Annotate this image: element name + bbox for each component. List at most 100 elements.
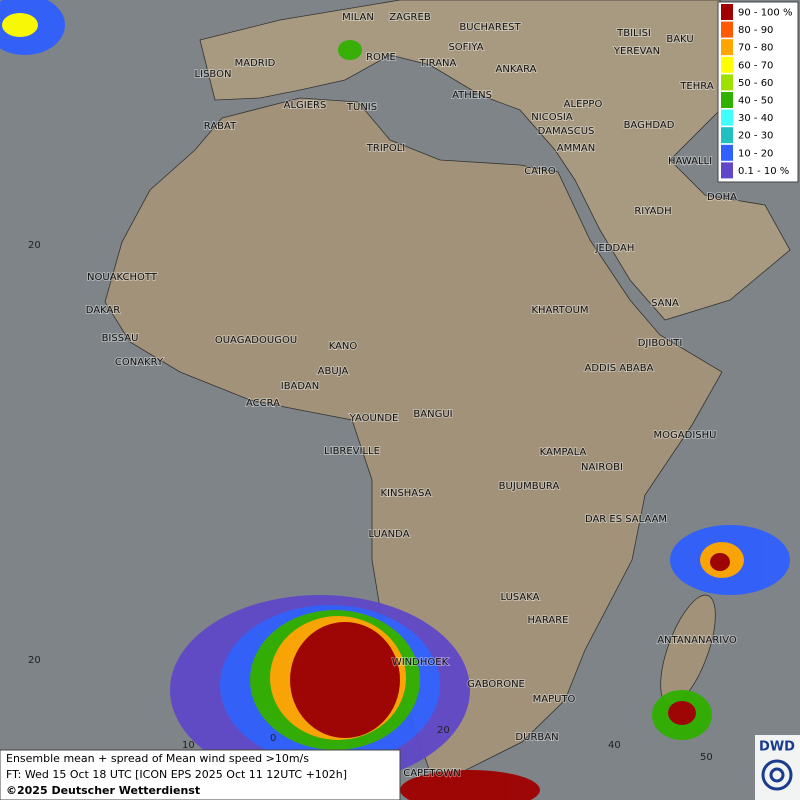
legend-swatch — [721, 39, 733, 56]
legend-label: 90 - 100 % — [738, 8, 792, 19]
city-label: DJIBOUTI — [638, 338, 683, 349]
legend-swatch — [721, 74, 733, 91]
city-label: MAPUTO — [533, 694, 576, 705]
city-label: LISBON — [195, 69, 232, 80]
wind-area — [668, 701, 696, 725]
city-label: LUANDA — [368, 529, 409, 540]
grid-label: 20 — [28, 240, 41, 251]
grid-label: 20 — [28, 655, 41, 666]
caption: Ensemble mean + spread of Mean wind spee… — [0, 749, 401, 800]
legend-swatch — [721, 162, 733, 179]
legend-swatch — [721, 127, 733, 144]
wind-area — [710, 553, 730, 571]
city-label: TIRANA — [419, 58, 457, 69]
legend-label: 0.1 - 10 % — [738, 166, 789, 177]
city-label: RABAT — [204, 121, 237, 132]
city-label: BUCHAREST — [459, 22, 521, 33]
city-label: ABUJA — [318, 366, 349, 377]
logo-icon — [769, 767, 785, 783]
city-label: KINSHASA — [380, 488, 431, 499]
logo-icon — [761, 759, 793, 791]
wind-area — [338, 40, 362, 60]
city-label: KAMPALA — [540, 447, 587, 458]
city-label: YAOUNDE — [349, 413, 399, 424]
grid-label: 50 — [700, 752, 713, 763]
grid-label: 40 — [608, 740, 621, 751]
legend-swatch — [721, 144, 733, 161]
city-label: ATHENS — [452, 90, 492, 101]
city-label: GABORONE — [467, 679, 525, 690]
city-label: TBILISI — [616, 28, 651, 39]
city-label: WINDHOEK — [392, 657, 449, 668]
city-label: ZAGREB — [389, 12, 431, 23]
legend-label: 60 - 70 — [738, 60, 773, 71]
city-label: SOFIYA — [448, 42, 483, 53]
caption-box — [0, 749, 401, 800]
city-label: HARARE — [527, 615, 568, 626]
grid-label: 10 — [182, 740, 195, 751]
city-label: ACCRA — [246, 398, 280, 409]
city-label: DAR ES SALAAM — [585, 514, 667, 525]
legend-label: 20 - 30 — [738, 131, 773, 142]
legend-label: 10 - 20 — [738, 148, 773, 159]
city-label: BUJUMBURA — [499, 481, 560, 492]
city-label: KHARTOUM — [531, 305, 588, 316]
city-label: DURBAN — [515, 732, 558, 743]
legend-swatch — [721, 109, 733, 126]
city-label: ALEPPO — [564, 99, 603, 110]
city-label: NOUAKCHOTT — [87, 272, 158, 283]
logo-text: DWD — [759, 740, 795, 755]
grid-label: 20 — [437, 725, 450, 736]
city-label: CAIRO — [524, 166, 556, 177]
caption-line: FT: Wed 15 Oct 18 UTC [ICON EPS 2025 Oct… — [6, 768, 347, 781]
city-label: ADDIS ABABA — [585, 363, 654, 374]
city-label: OUAGADOUGOU — [215, 335, 297, 346]
city-label: SANA — [651, 298, 679, 309]
legend-items: 90 - 100 % 80 - 90 70 - 80 60 - 70 50 - 60 40… — [721, 4, 792, 179]
city-label: BISSAU — [102, 333, 139, 344]
city-label: ANKARA — [496, 64, 537, 75]
city-label: TUNIS — [346, 102, 377, 113]
city-label: HAWALLI — [668, 156, 712, 167]
legend-label: 30 - 40 — [738, 113, 773, 124]
city-label: RIYADH — [634, 206, 671, 217]
city-label: TRIPOLI — [366, 143, 405, 154]
legend-label: 50 - 60 — [738, 78, 773, 89]
legend-label: 80 - 90 — [738, 25, 773, 36]
city-label: JEDDAH — [595, 243, 635, 254]
city-label: BAKU — [666, 34, 693, 45]
city-label: BAGHDAD — [624, 120, 675, 131]
legend-swatch — [721, 4, 733, 20]
city-label: MOGADISHU — [654, 430, 717, 441]
city-label: LUSAKA — [501, 592, 540, 603]
city-label: AMMAN — [557, 143, 595, 154]
city-label: DAKAR — [86, 305, 121, 316]
legend-label: 40 - 50 — [738, 96, 773, 107]
caption-line: ©2025 Deutscher Wetterdienst — [6, 784, 200, 797]
city-label: ANTANANARIVO — [657, 635, 737, 646]
legend: 90 - 100 % 80 - 90 70 - 80 60 - 70 50 - 60 40… — [717, 1, 799, 183]
city-label: MILAN — [342, 12, 374, 23]
city-label: YEREVAN — [613, 46, 660, 57]
logo: DWD — [755, 735, 800, 800]
city-label: LIBREVILLE — [324, 446, 380, 457]
caption-line: Ensemble mean + spread of Mean wind spee… — [6, 752, 309, 765]
wind-area — [290, 622, 400, 738]
legend-swatch — [721, 21, 733, 38]
city-label: NAIROBI — [581, 462, 623, 473]
wind-area — [400, 770, 540, 800]
city-label: KANO — [329, 341, 358, 352]
city-label: DAMASCUS — [538, 126, 595, 137]
wind-area — [2, 13, 38, 37]
grid-label: 0 — [270, 733, 276, 744]
labels: MILAN ZAGREB BUCHAREST BAKU TBILISI YEREVAN SO… — [28, 11, 738, 780]
legend-swatch — [721, 92, 733, 108]
legend-swatch — [721, 56, 733, 73]
city-label: DOHA — [707, 192, 737, 203]
city-label: CONAKRY — [115, 357, 164, 368]
city-label: CAPETOWN — [403, 768, 461, 779]
city-label: TEHRA — [679, 81, 713, 92]
city-label: MADRID — [235, 58, 276, 69]
